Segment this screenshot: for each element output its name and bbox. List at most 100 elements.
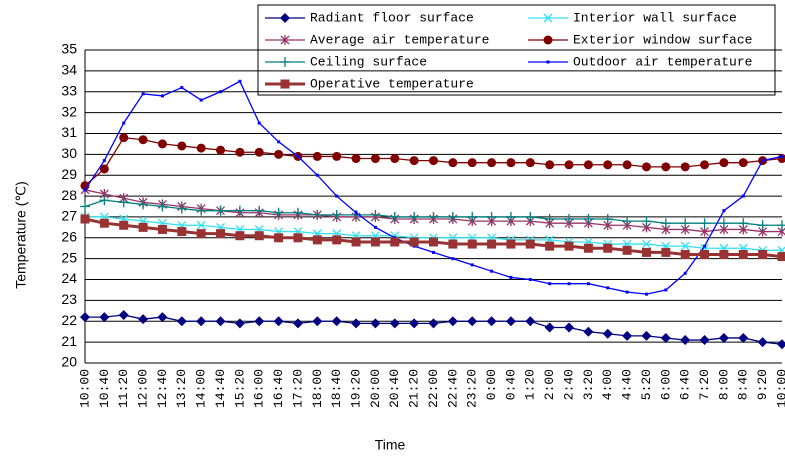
marker xyxy=(548,282,552,286)
y-tick-label: 25 xyxy=(61,249,77,265)
marker xyxy=(80,214,90,224)
marker xyxy=(641,247,651,257)
marker xyxy=(583,214,594,225)
x-tick-label: 3:20 xyxy=(581,369,596,400)
marker xyxy=(564,322,575,333)
marker xyxy=(680,335,691,346)
marker xyxy=(603,243,613,253)
marker xyxy=(312,151,322,161)
marker xyxy=(641,330,652,341)
marker xyxy=(486,211,497,222)
marker xyxy=(757,220,768,231)
marker xyxy=(254,231,264,241)
marker xyxy=(664,288,668,292)
marker xyxy=(622,216,633,227)
marker xyxy=(661,162,671,172)
marker xyxy=(738,158,748,168)
marker xyxy=(567,282,571,286)
y-tick-label: 28 xyxy=(61,187,77,203)
marker xyxy=(335,194,339,198)
x-tick-label: 14:00 xyxy=(194,369,209,408)
marker xyxy=(738,332,749,343)
marker xyxy=(280,57,290,67)
y-axis-label: Temperature (℃) xyxy=(13,181,29,289)
marker xyxy=(487,158,497,168)
x-tick-label: 0:00 xyxy=(484,369,499,400)
x-tick-label: 11:20 xyxy=(116,369,131,408)
marker xyxy=(215,316,226,327)
marker xyxy=(160,94,164,98)
marker xyxy=(216,229,226,239)
marker xyxy=(196,143,206,153)
marker xyxy=(215,205,226,216)
marker xyxy=(761,159,765,163)
x-tick-label: 21:20 xyxy=(407,369,422,408)
series-line xyxy=(84,80,783,295)
marker xyxy=(280,35,290,45)
x-tick-label: 0:40 xyxy=(503,369,518,400)
marker xyxy=(196,229,206,239)
marker xyxy=(138,135,148,145)
x-tick-label: 17:20 xyxy=(290,369,305,408)
marker xyxy=(315,173,319,177)
marker xyxy=(234,205,245,216)
marker xyxy=(719,249,729,259)
marker xyxy=(141,92,145,96)
legend-label: Operative temperature xyxy=(310,76,474,91)
marker xyxy=(331,316,342,327)
x-tick-label: 9:20 xyxy=(755,369,770,400)
marker xyxy=(292,207,303,218)
marker xyxy=(254,205,265,216)
marker xyxy=(280,79,290,89)
y-tick-label: 22 xyxy=(61,312,77,328)
x-tick-label: 12:40 xyxy=(155,369,170,408)
marker xyxy=(409,156,419,166)
marker xyxy=(564,241,574,251)
marker xyxy=(544,214,555,225)
marker xyxy=(602,214,613,225)
marker xyxy=(428,211,439,222)
marker xyxy=(683,271,687,275)
marker xyxy=(390,237,400,247)
marker xyxy=(196,316,207,327)
marker xyxy=(138,222,148,232)
marker xyxy=(389,211,400,222)
marker xyxy=(777,252,785,262)
marker xyxy=(680,162,690,172)
marker xyxy=(432,250,435,254)
marker xyxy=(99,312,110,323)
marker xyxy=(738,218,749,229)
marker xyxy=(234,318,245,329)
legend-label: Radiant floor surface xyxy=(310,10,474,25)
marker xyxy=(703,244,707,248)
marker xyxy=(351,318,362,329)
marker xyxy=(757,337,768,348)
marker xyxy=(219,90,223,94)
marker xyxy=(312,316,323,327)
marker xyxy=(660,218,671,229)
marker xyxy=(564,160,574,170)
x-tick-label: 13:20 xyxy=(174,369,189,408)
marker xyxy=(157,201,168,212)
x-tick-label: 15:20 xyxy=(232,369,247,408)
marker xyxy=(157,224,167,234)
marker xyxy=(467,211,478,222)
marker xyxy=(447,316,458,327)
marker xyxy=(718,218,729,229)
marker xyxy=(296,154,300,158)
x-tick-label: 2:40 xyxy=(561,369,576,400)
x-tick-label: 8:40 xyxy=(736,369,751,400)
x-tick-label: 23:20 xyxy=(465,369,480,408)
marker xyxy=(370,154,380,164)
marker xyxy=(467,239,477,249)
marker xyxy=(490,269,494,273)
marker xyxy=(447,211,458,222)
marker xyxy=(525,158,535,168)
marker xyxy=(138,199,149,210)
marker xyxy=(451,257,455,261)
x-tick-label: 1:20 xyxy=(523,369,538,400)
marker xyxy=(370,209,381,220)
marker xyxy=(292,318,303,329)
marker xyxy=(118,197,129,208)
marker xyxy=(525,239,535,249)
